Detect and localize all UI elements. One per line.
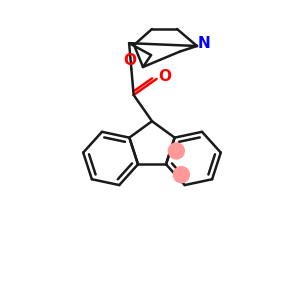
Text: N: N xyxy=(198,37,210,52)
Circle shape xyxy=(173,167,189,183)
Circle shape xyxy=(168,143,184,159)
Text: O: O xyxy=(158,69,171,84)
Text: O: O xyxy=(123,52,136,68)
